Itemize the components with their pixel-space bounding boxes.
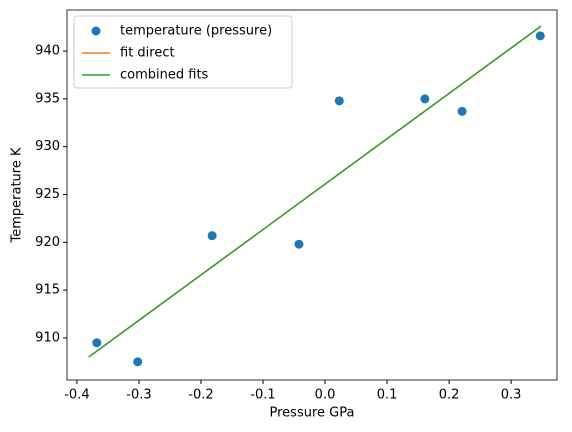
y-tick-label: 910	[35, 330, 60, 345]
x-tick-label: 0.0	[315, 388, 336, 403]
x-tick-label: -0.1	[250, 388, 275, 403]
y-tick-label: 920	[35, 235, 60, 250]
legend-label: temperature (pressure)	[120, 24, 272, 39]
x-tick-label: 0.1	[377, 388, 398, 403]
x-tick-label: -0.3	[126, 388, 151, 403]
legend-label: combined fits	[120, 68, 209, 83]
y-tick-label: 935	[35, 91, 60, 106]
scatter-point	[92, 338, 102, 348]
x-tick-label: 0.3	[501, 388, 522, 403]
y-tick-label: 925	[35, 187, 60, 202]
scatter-point	[420, 94, 430, 104]
plot-frame	[66, 9, 558, 381]
legend-box	[73, 15, 293, 89]
x-tick-label: 0.2	[439, 388, 460, 403]
y-tick-label: 930	[35, 139, 60, 154]
y-axis-label: Temperature K	[10, 147, 25, 243]
legend-marker	[91, 26, 101, 36]
x-tick-label: -0.2	[188, 388, 213, 403]
y-tick-label: 915	[35, 283, 60, 298]
scatter-point	[207, 231, 217, 241]
y-tick-label: 940	[35, 44, 60, 59]
scatter-point	[334, 96, 344, 106]
legend-label: fit direct	[120, 46, 175, 61]
x-axis-label: Pressure GPa	[270, 406, 355, 421]
x-tick-label: -0.4	[64, 388, 89, 403]
scatter-point	[457, 106, 467, 116]
scatter-point	[133, 357, 143, 367]
scatter-point	[294, 239, 304, 249]
scatter-point	[535, 31, 545, 41]
line-series	[88, 25, 542, 358]
